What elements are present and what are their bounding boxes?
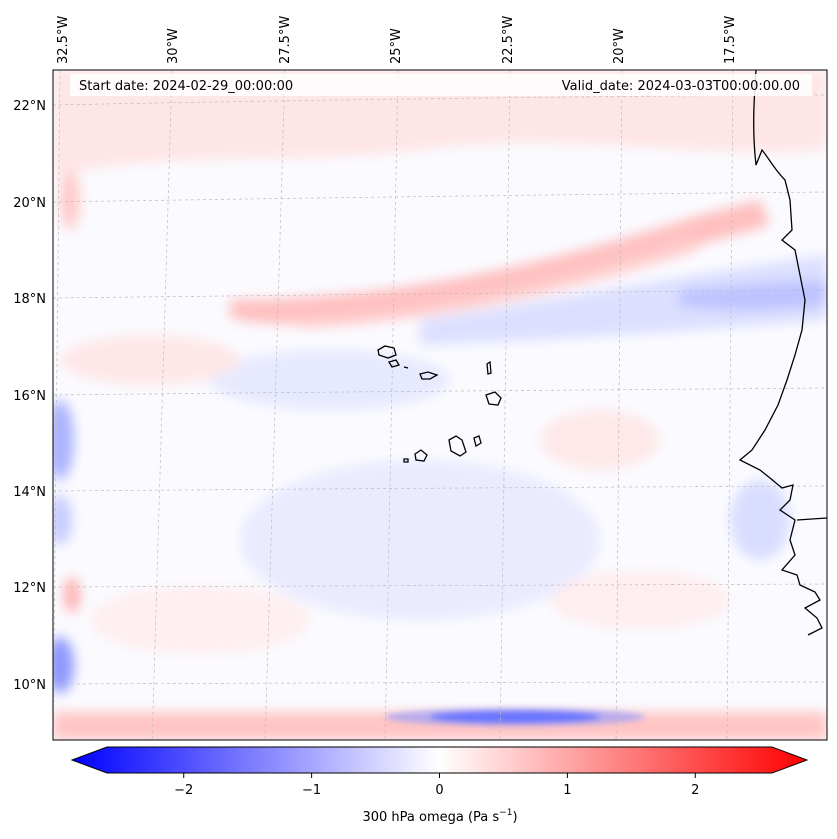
- lon-label: 17.5°W: [723, 16, 738, 64]
- lon-label: 32.5°W: [56, 16, 71, 64]
- colorbar-tick-label: −1: [302, 783, 321, 798]
- map-panel: Start date: 2024-02-29_00:00:00 Valid_da…: [52, 69, 828, 741]
- colorbar-tick-label: −2: [174, 783, 193, 798]
- colorbar: −2 −1 0 1 2 300 hPa omega (Pa s−1): [70, 746, 809, 825]
- lon-label: 22.5°W: [501, 16, 516, 64]
- header-strip: [70, 74, 812, 96]
- valid-date-label: Valid_date: 2024-03-03T00:00:00.00: [562, 79, 800, 94]
- lat-label: 20°N: [13, 196, 46, 211]
- colorbar-outline: [70, 746, 809, 774]
- omega-field-minima: [385, 708, 645, 726]
- omega-field-bands: [53, 70, 827, 740]
- lat-label: 10°N: [13, 678, 46, 693]
- lon-label: 30°W: [166, 28, 181, 64]
- coastline-africa: [738, 70, 827, 636]
- lon-label: 25°W: [389, 28, 404, 64]
- colorbar-tick-label: 2: [691, 783, 699, 798]
- colorbar-tick-label: 0: [435, 783, 443, 798]
- cape-verde-islands: [377, 345, 502, 463]
- lat-label: 16°N: [13, 389, 46, 404]
- lat-label: 12°N: [13, 581, 46, 596]
- latitude-labels: 22°N 20°N 18°N 16°N 14°N 12°N 10°N: [13, 99, 46, 693]
- lat-label: 14°N: [13, 485, 46, 500]
- lon-label: 27.5°W: [278, 16, 293, 64]
- map-frame: [52, 69, 828, 741]
- lat-label: 18°N: [13, 292, 46, 307]
- start-date-label: Start date: 2024-02-29_00:00:00: [79, 79, 293, 94]
- lon-label: 20°W: [612, 28, 627, 64]
- colorbar-ticks: −2 −1 0 1 2: [174, 773, 699, 798]
- lat-label: 22°N: [13, 99, 46, 114]
- longitude-labels: 32.5°W 30°W 27.5°W 25°W 22.5°W 20°W 17.5…: [56, 16, 738, 64]
- colorbar-tick-label: 1: [563, 783, 571, 798]
- colorbar-fill: [72, 747, 807, 773]
- colorbar-title: 300 hPa omega (Pa s−1): [362, 808, 517, 825]
- omega-field: [53, 70, 827, 740]
